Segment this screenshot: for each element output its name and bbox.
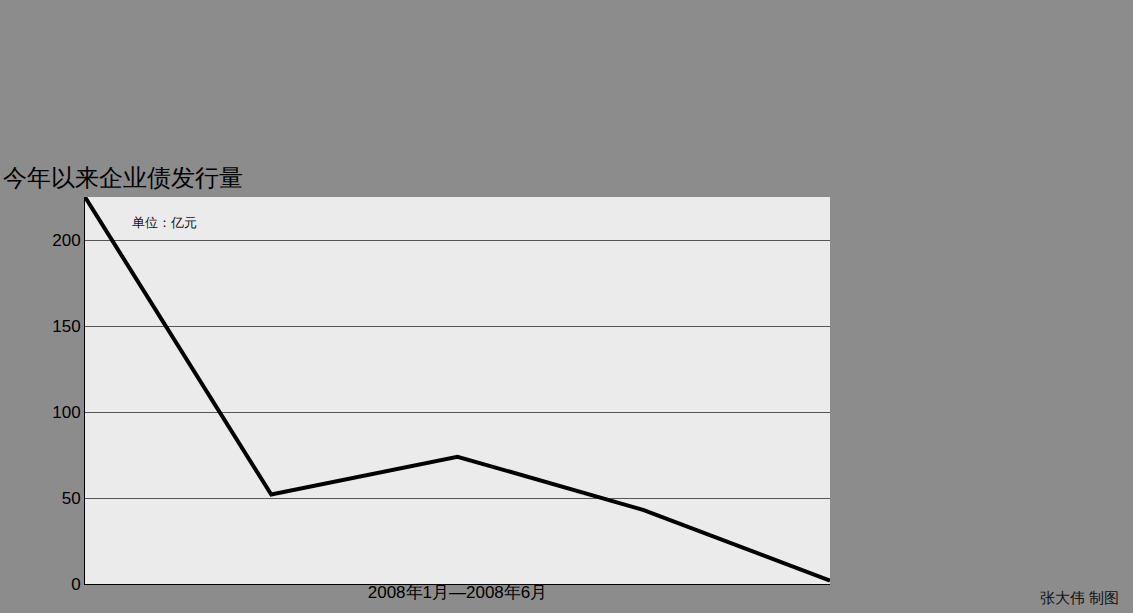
svg-text:0: 0	[71, 575, 80, 594]
svg-text:张大伟 制图: 张大伟 制图	[1040, 589, 1119, 606]
svg-text:100: 100	[52, 403, 80, 422]
svg-text:200: 200	[52, 231, 80, 250]
svg-text:150: 150	[52, 317, 80, 336]
svg-text:2008年1月—2008年6月: 2008年1月—2008年6月	[368, 583, 548, 602]
svg-text:单位：亿元: 单位：亿元	[132, 215, 197, 230]
svg-text:今年以来企业债发行量: 今年以来企业债发行量	[3, 164, 243, 191]
svg-text:50: 50	[62, 489, 81, 508]
